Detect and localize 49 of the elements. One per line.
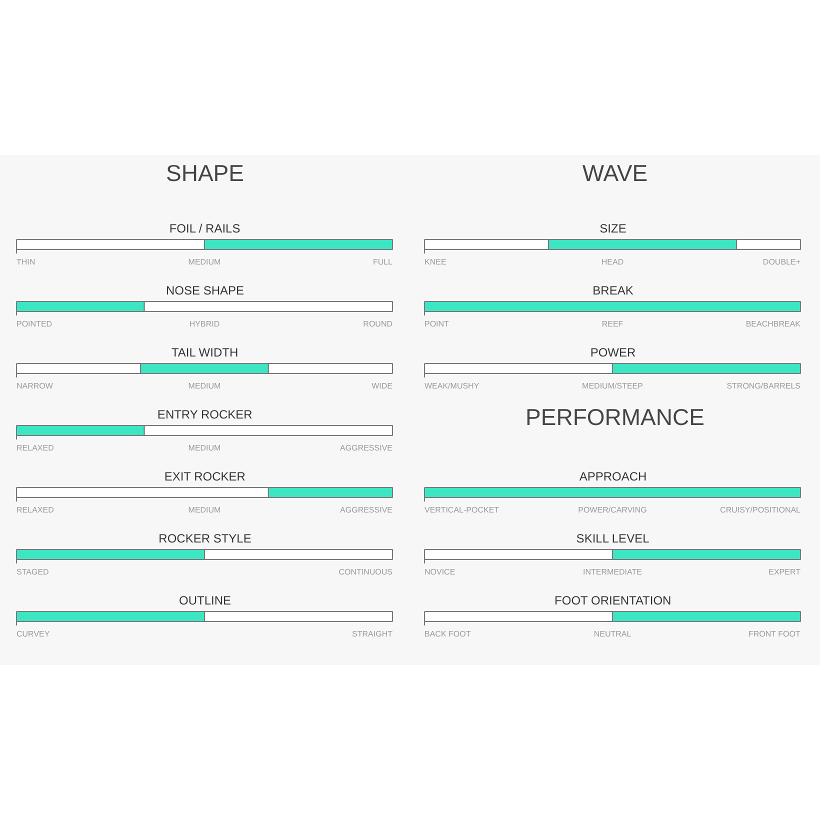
- text: BREAK: [592, 284, 634, 298]
- text: PERFORMANCE: [524, 403, 706, 430]
- annotation: CRUISY/POSITIONAL: [720, 506, 802, 514]
- annotation: POINT: [424, 320, 450, 328]
- annotation: STAGED: [16, 568, 50, 576]
- annotation: NOVICE: [424, 568, 456, 576]
- annotation: WIDE: [372, 382, 393, 390]
- text: FOOT ORIENTATION: [554, 594, 672, 608]
- annotation: CURVEY: [16, 630, 50, 638]
- text: EXIT ROCKER: [164, 470, 246, 484]
- annotation: MEDIUM/STEEP: [582, 382, 643, 390]
- annotation: BEACHBREAK: [746, 320, 802, 328]
- annotation: RELAXED: [16, 506, 54, 514]
- annotation: RELAXED: [16, 444, 54, 452]
- annotation: STRAIGHT: [352, 630, 393, 638]
- annotation: NARROW: [16, 382, 54, 390]
- annotation: NEUTRAL: [594, 630, 632, 638]
- annotation: KNEE: [424, 258, 446, 266]
- annotation: POINTED: [16, 320, 52, 328]
- annotation: REEF: [602, 320, 624, 328]
- text: SIZE: [600, 222, 626, 236]
- annotation: DOUBLE+: [762, 258, 801, 266]
- text: OUTLINE: [178, 594, 232, 608]
- annotation: MEDIUM: [188, 506, 222, 514]
- annotation: AGGRESSIVE: [340, 444, 393, 452]
- text: SHAPE: [165, 159, 245, 186]
- annotation: AGGRESSIVE: [340, 506, 393, 514]
- annotation: BACK FOOT: [424, 630, 471, 638]
- annotation: CONTINUOUS: [338, 568, 393, 576]
- annotation: MEDIUM: [188, 444, 222, 452]
- annotation: HEAD: [601, 258, 624, 266]
- annotation: INTERMEDIATE: [583, 568, 642, 576]
- text: ROCKER STYLE: [158, 532, 252, 546]
- text: APPROACH: [579, 470, 647, 484]
- annotation: MEDIUM: [188, 382, 222, 390]
- annotation: POWER/CARVING: [578, 506, 647, 514]
- annotation: VERTICAL-POCKET: [424, 506, 500, 514]
- annotation: WEAK/MUSHY: [424, 382, 480, 390]
- text: POWER: [590, 346, 636, 360]
- annotation: FRONT FOOT: [748, 630, 800, 638]
- text: TAIL WIDTH: [171, 346, 238, 360]
- text: NOSE SHAPE: [166, 284, 244, 298]
- annotation: HYBRID: [189, 320, 220, 328]
- text: SKILL LEVEL: [576, 532, 650, 546]
- text: WAVE: [581, 159, 649, 186]
- annotation: EXPERT: [768, 568, 801, 576]
- annotation: ROUND: [363, 320, 393, 328]
- text: ENTRY ROCKER: [157, 408, 253, 422]
- annotation: STRONG/BARRELS: [726, 382, 801, 390]
